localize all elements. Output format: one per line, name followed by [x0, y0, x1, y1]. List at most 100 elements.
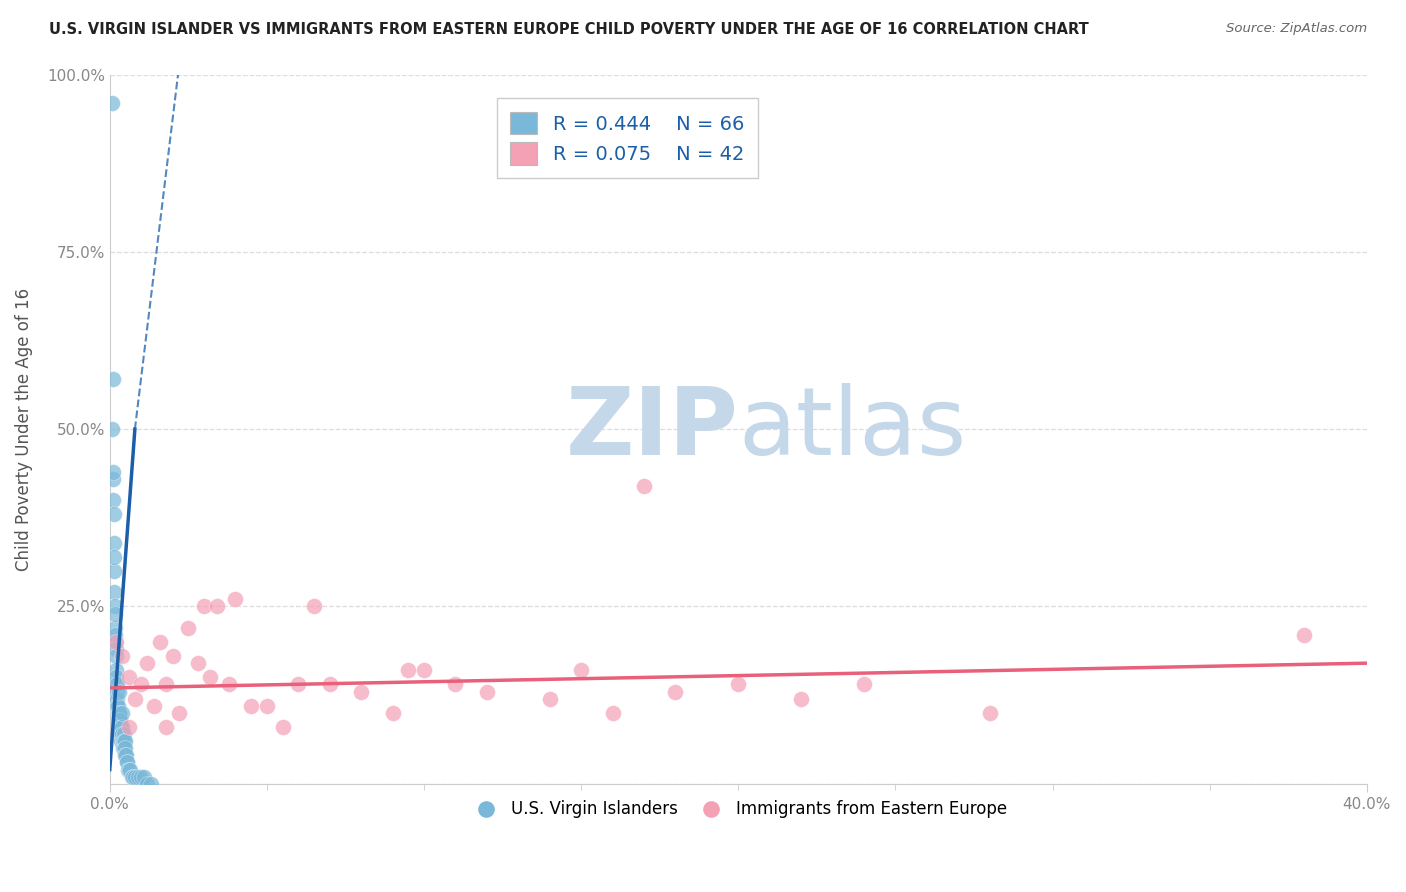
Point: [136, 656, 159, 670]
Point: [112, 727, 135, 741]
Point: [287, 677, 309, 691]
Point: [105, 663, 128, 677]
Point: [103, 585, 125, 599]
Point: [117, 720, 139, 734]
Point: [104, 635, 127, 649]
Point: [105, 677, 128, 691]
Point: [117, 756, 139, 770]
Point: [205, 599, 228, 614]
Point: [103, 535, 125, 549]
Point: [200, 670, 222, 684]
Point: [117, 670, 139, 684]
Point: [122, 770, 145, 784]
Point: [104, 628, 127, 642]
Point: [727, 677, 749, 691]
Point: [120, 763, 142, 777]
Point: [115, 748, 138, 763]
Point: [538, 691, 561, 706]
Point: [117, 763, 139, 777]
Point: [193, 599, 215, 614]
Y-axis label: Child Poverty Under the Age of 16: Child Poverty Under the Age of 16: [15, 287, 32, 571]
Point: [139, 777, 162, 791]
Point: [136, 777, 159, 791]
Point: [413, 663, 436, 677]
Point: [112, 741, 135, 756]
Point: [134, 770, 156, 784]
Point: [104, 621, 127, 635]
Point: [108, 684, 131, 698]
Point: [114, 734, 136, 748]
Point: [475, 684, 498, 698]
Point: [302, 599, 325, 614]
Point: [108, 713, 131, 727]
Point: [112, 741, 135, 756]
Point: [108, 720, 131, 734]
Point: [121, 770, 143, 784]
Point: [114, 741, 136, 756]
Point: [790, 691, 813, 706]
Point: [129, 677, 152, 691]
Legend: U.S. Virgin Islanders, Immigrants from Eastern Europe: U.S. Virgin Islanders, Immigrants from E…: [463, 794, 1014, 825]
Point: [350, 684, 373, 698]
Point: [240, 698, 263, 713]
Point: [103, 564, 125, 578]
Point: [111, 734, 134, 748]
Point: [101, 465, 124, 479]
Point: [103, 507, 125, 521]
Point: [569, 663, 592, 677]
Point: [162, 649, 184, 664]
Point: [105, 677, 128, 691]
Point: [107, 713, 129, 727]
Point: [110, 727, 132, 741]
Point: [224, 592, 246, 607]
Point: [117, 763, 139, 777]
Text: ZIP: ZIP: [565, 384, 738, 475]
Point: [101, 472, 124, 486]
Point: [319, 677, 342, 691]
Point: [155, 720, 177, 734]
Point: [979, 706, 1001, 720]
Point: [124, 691, 146, 706]
Point: [104, 642, 127, 657]
Point: [256, 698, 278, 713]
Point: [108, 727, 131, 741]
Point: [105, 670, 128, 684]
Point: [108, 713, 131, 727]
Point: [602, 706, 624, 720]
Point: [101, 493, 124, 508]
Point: [104, 599, 127, 614]
Point: [149, 635, 172, 649]
Point: [104, 607, 127, 621]
Point: [187, 656, 209, 670]
Text: U.S. VIRGIN ISLANDER VS IMMIGRANTS FROM EASTERN EUROPE CHILD POVERTY UNDER THE A: U.S. VIRGIN ISLANDER VS IMMIGRANTS FROM …: [49, 22, 1090, 37]
Point: [664, 684, 686, 698]
Point: [110, 713, 132, 727]
Point: [177, 621, 200, 635]
Point: [101, 372, 124, 386]
Point: [112, 734, 135, 748]
Point: [111, 727, 134, 741]
Point: [218, 677, 240, 691]
Point: [114, 748, 136, 763]
Point: [105, 635, 128, 649]
Point: [271, 720, 294, 734]
Point: [381, 706, 404, 720]
Point: [129, 770, 152, 784]
Point: [107, 698, 129, 713]
Point: [124, 770, 146, 784]
Point: [115, 756, 138, 770]
Point: [1292, 628, 1315, 642]
Point: [101, 95, 124, 110]
Point: [105, 698, 128, 713]
Point: [127, 770, 149, 784]
Point: [105, 684, 128, 698]
Point: [105, 649, 128, 664]
Point: [110, 734, 132, 748]
Point: [633, 479, 655, 493]
Point: [111, 649, 134, 664]
Point: [107, 706, 129, 720]
Point: [114, 748, 136, 763]
Point: [155, 677, 177, 691]
Point: [167, 706, 190, 720]
Point: [142, 698, 165, 713]
